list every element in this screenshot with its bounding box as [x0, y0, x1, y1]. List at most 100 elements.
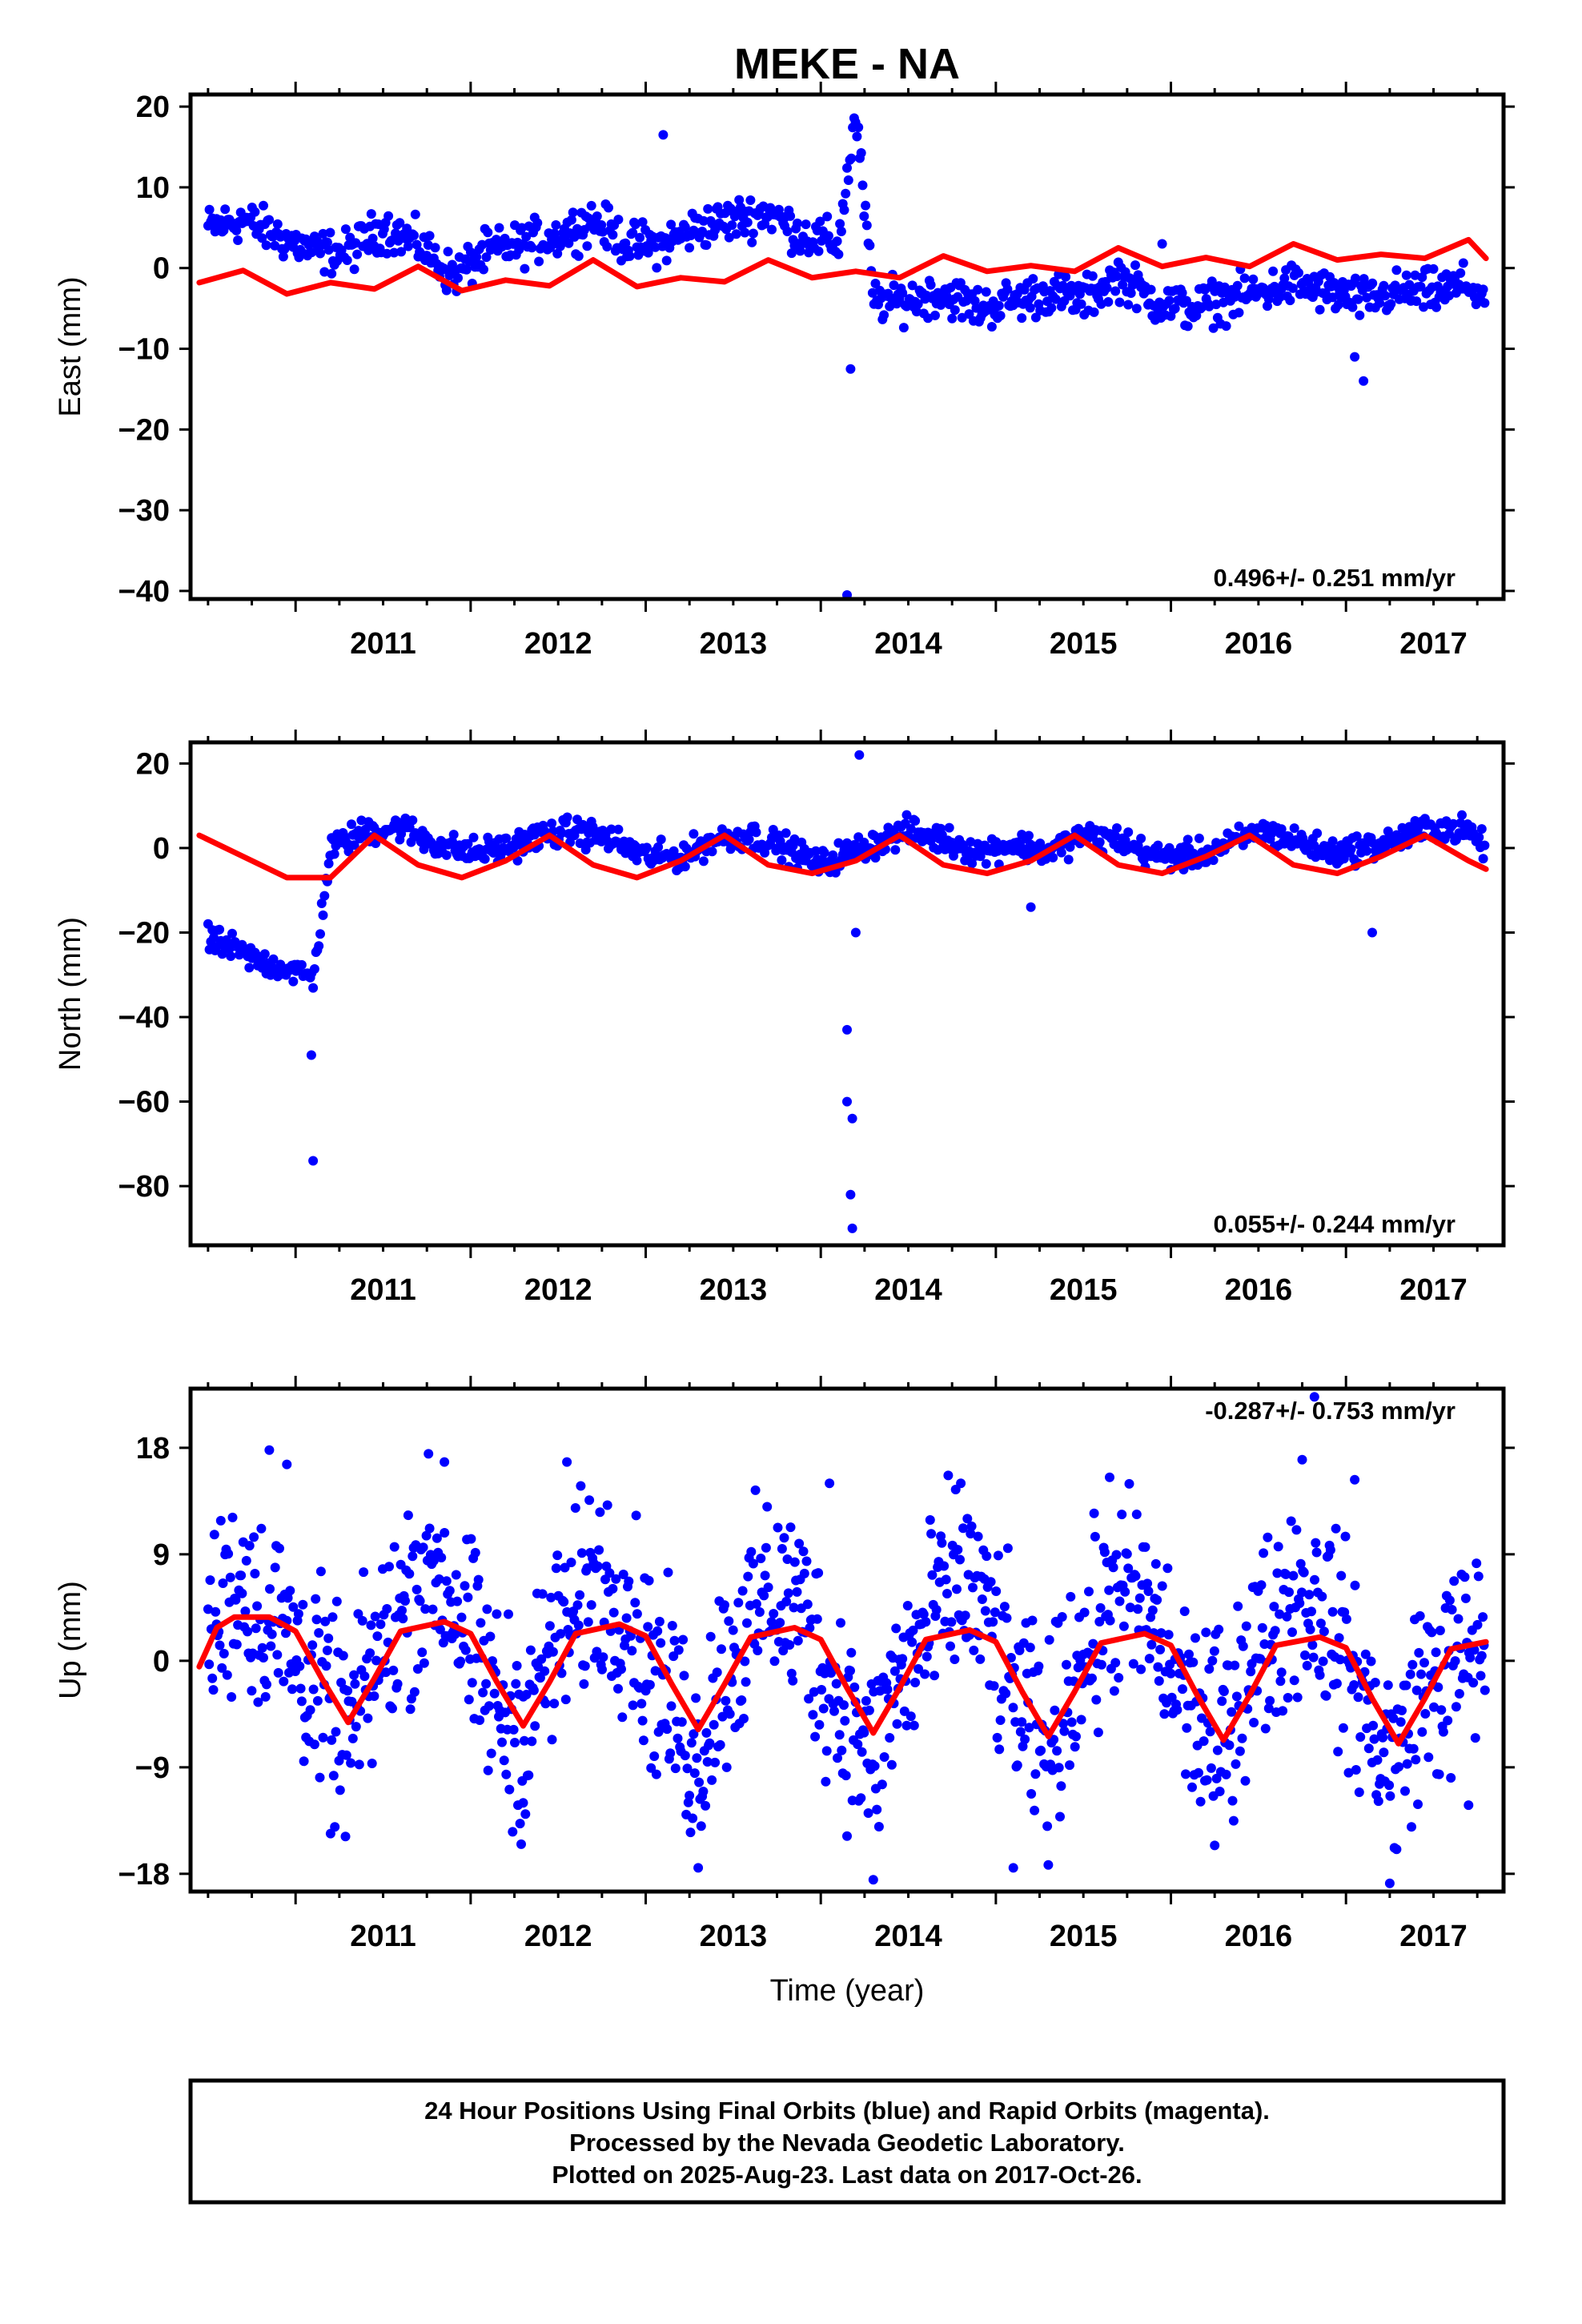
data-point: [1394, 1762, 1404, 1772]
data-point: [747, 237, 757, 247]
data-point: [677, 1717, 687, 1727]
data-point: [786, 1668, 797, 1679]
data-point: [859, 211, 869, 221]
data-point: [621, 1613, 632, 1623]
data-point: [424, 1523, 435, 1534]
data-point-outlier: [1026, 902, 1036, 912]
data-point: [930, 1671, 940, 1681]
data-point: [226, 951, 236, 961]
data-point: [748, 228, 758, 239]
data-point: [322, 237, 332, 247]
data-point: [1401, 1680, 1411, 1691]
data-point: [564, 238, 574, 248]
data-point: [897, 287, 908, 298]
data-point: [694, 1777, 705, 1787]
data-point: [1276, 1667, 1287, 1678]
data-point: [259, 1653, 268, 1663]
data-point: [580, 1661, 590, 1671]
data-point: [1188, 1657, 1199, 1667]
data-point: [680, 222, 690, 232]
data-point: [566, 215, 576, 225]
data-point: [480, 854, 490, 864]
data-point: [1347, 302, 1358, 312]
data-point: [1118, 1621, 1129, 1631]
data-point: [1299, 1567, 1309, 1578]
data-point: [1181, 1769, 1191, 1779]
data-point: [546, 1592, 556, 1602]
data-point: [810, 1731, 821, 1742]
data-point: [717, 1711, 728, 1722]
data-point: [1096, 1659, 1106, 1670]
data-point: [705, 1738, 715, 1748]
data-point: [510, 841, 520, 851]
data-point: [359, 1671, 370, 1682]
y-axis-label: East (mm): [54, 276, 87, 416]
data-point: [316, 899, 327, 908]
x-axis-label: Time (year): [770, 1974, 925, 2008]
data-point: [1109, 1686, 1119, 1696]
data-point: [1351, 831, 1362, 842]
data-point: [384, 1562, 394, 1572]
data-point: [1025, 303, 1035, 313]
data-point: [865, 240, 875, 251]
data-point: [905, 1711, 916, 1722]
data-point: [1095, 1602, 1106, 1613]
y-tick-label: 0: [153, 832, 170, 866]
data-point: [347, 1733, 358, 1743]
data-point: [298, 1599, 308, 1610]
data-point: [365, 1648, 375, 1659]
data-point: [975, 851, 986, 862]
data-point: [969, 1645, 979, 1655]
data-point: [602, 242, 612, 251]
data-point: [1435, 1626, 1445, 1635]
data-point: [1136, 834, 1146, 843]
data-point: [939, 1561, 950, 1571]
data-point: [552, 1550, 563, 1561]
data-point: [312, 1695, 323, 1706]
data-point: [1054, 1763, 1064, 1773]
data-point: [521, 1690, 532, 1699]
data-point: [412, 1584, 422, 1594]
x-tick-label: 2013: [700, 1273, 768, 1307]
figure-title: MEKE - NA: [734, 40, 960, 88]
data-point: [318, 1732, 328, 1743]
data-point: [628, 227, 638, 238]
data-point: [250, 207, 260, 217]
data-point: [968, 1582, 978, 1593]
data-point: [311, 1614, 322, 1625]
data-point: [409, 230, 419, 240]
data-point: [524, 1770, 534, 1780]
data-point: [1415, 1610, 1425, 1621]
data-point: [315, 1566, 326, 1577]
data-point: [1164, 842, 1174, 853]
data-point: [1480, 1685, 1490, 1695]
data-point: [1340, 1531, 1351, 1542]
data-point: [548, 1647, 558, 1657]
data-point: [408, 815, 418, 826]
data-point: [1476, 1671, 1486, 1681]
data-point: [1094, 1617, 1105, 1626]
data-point: [990, 1607, 1000, 1618]
data-point: [680, 1751, 690, 1761]
data-point: [751, 827, 761, 838]
data-point: [1152, 1594, 1162, 1605]
data-point: [582, 241, 592, 251]
data-point: [515, 1819, 525, 1829]
data-point: [761, 1542, 771, 1553]
data-point: [1402, 1759, 1412, 1769]
data-point: [288, 976, 299, 987]
data-point: [323, 1633, 334, 1643]
data-point: [1419, 1658, 1429, 1668]
data-point: [1073, 1663, 1083, 1673]
data-point: [762, 1502, 773, 1512]
data-point: [689, 829, 699, 839]
data-point: [1114, 1596, 1125, 1606]
data-point: [913, 299, 923, 309]
data-point: [995, 311, 1006, 321]
data-point: [1194, 1767, 1203, 1778]
data-point: [1036, 1745, 1046, 1755]
data-point: [1411, 1685, 1422, 1695]
data-point: [1228, 1815, 1239, 1826]
data-point: [759, 1590, 769, 1601]
data-point: [836, 1618, 845, 1628]
